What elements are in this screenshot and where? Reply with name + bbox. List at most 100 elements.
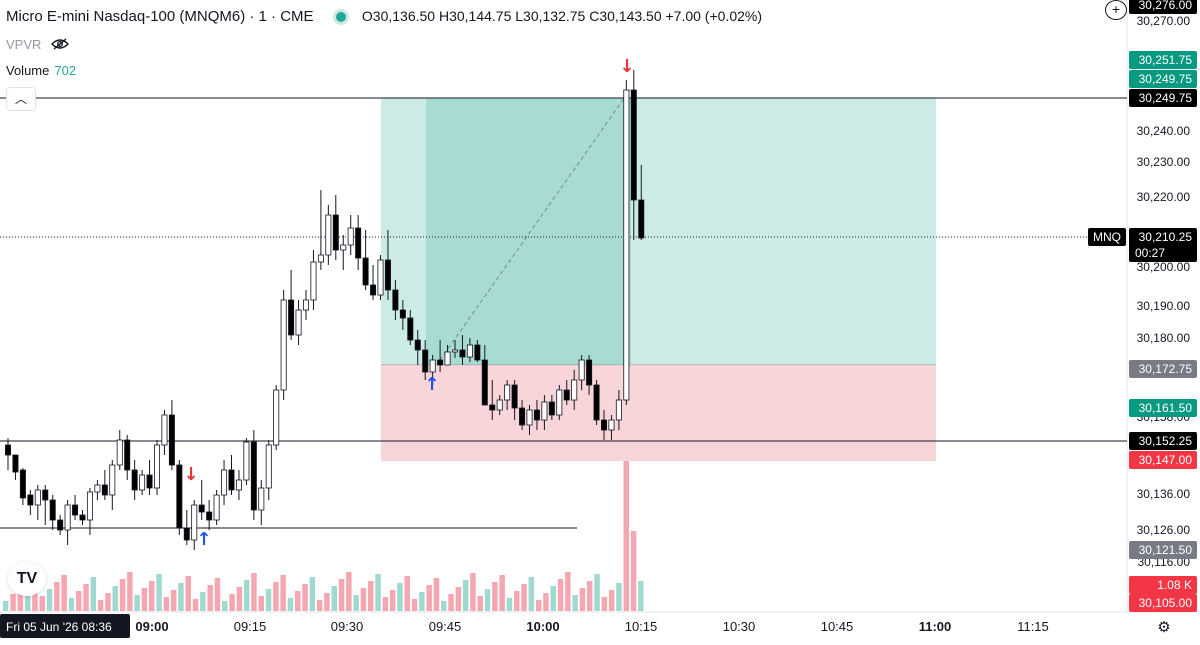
volume-bar (185, 576, 191, 611)
price-tick-label: 30,190.00 (1137, 299, 1191, 313)
profit-zone-filled (426, 98, 631, 365)
tradingview-logo[interactable]: TV (8, 562, 46, 596)
legend-title: Micro E-mini Nasdaq-100 (MNQM6) · 1 · CM… (6, 8, 762, 25)
price-tick-label: 30,240.00 (1137, 124, 1191, 138)
candle-body (578, 359, 585, 381)
price-tag (1129, 594, 1197, 612)
volume-bar (200, 592, 206, 611)
volume-bar (156, 574, 162, 611)
time-tick-label: 10:30 (723, 619, 756, 634)
volume-bar (375, 574, 381, 611)
price-tick-label: 30,230.00 (1137, 155, 1191, 169)
volume-bar (470, 573, 476, 611)
candle-body (384, 259, 391, 291)
volume-bar (521, 584, 527, 611)
vpvr-indicator[interactable]: VPVR (6, 37, 70, 53)
candle-body (347, 227, 354, 246)
symbol-badge-label: MNQ (1093, 230, 1121, 244)
volume-bar (295, 591, 301, 611)
volume-bar (163, 597, 170, 611)
price-tag (1129, 360, 1197, 378)
price-tag-label: 30,152.25 (1139, 434, 1193, 448)
volume-bar (134, 595, 140, 611)
volume-bar (207, 585, 213, 611)
volume-bar (90, 577, 97, 611)
time-tick-label: 09:00 (135, 619, 168, 634)
price-tick-label: 30,220.00 (1137, 190, 1191, 204)
eye-off-icon[interactable] (51, 38, 70, 53)
candle-body (64, 504, 71, 531)
volume-bar (17, 587, 24, 611)
volume-bar (222, 601, 228, 611)
chevron-up-icon: ︿ (14, 92, 27, 106)
volume-bar (441, 601, 447, 611)
candle-body (586, 359, 593, 386)
add-plus-icon[interactable]: + (1105, 0, 1127, 20)
candle-body (481, 359, 488, 406)
volume-bar (192, 599, 199, 611)
candle-body (429, 359, 436, 373)
candle-body (295, 309, 302, 336)
candle-body (5, 444, 11, 456)
time-tick-label: 10:15 (625, 619, 658, 634)
volume-bar (499, 575, 505, 611)
volume-bar (608, 590, 615, 611)
candle-body (496, 399, 503, 411)
candle-body (340, 244, 347, 251)
volume-bar (273, 582, 279, 611)
price-tag (1129, 51, 1197, 69)
volume-bar (97, 600, 104, 611)
market-status-dot (335, 12, 346, 23)
volume-bar (601, 597, 608, 611)
volume-bar (258, 596, 264, 611)
candle-body (608, 419, 615, 431)
candle-body (437, 359, 444, 366)
vpvr-label: VPVR (6, 37, 42, 52)
candle-body (273, 389, 280, 446)
settings-gear-icon[interactable]: ⚙ (1157, 619, 1171, 636)
candle-body (459, 349, 466, 358)
volume-bar (506, 598, 513, 611)
volume-bar (455, 587, 462, 611)
price-tag-label: 30,210.25 (1139, 230, 1193, 244)
candle-body (325, 214, 332, 256)
volume-bar (302, 584, 308, 611)
volume-bar (368, 581, 374, 611)
volume-bar (360, 588, 367, 611)
volume-bar (141, 588, 148, 611)
price-tick-label: 30,126.00 (1137, 523, 1191, 537)
candle-body (72, 504, 79, 516)
volume-bar (251, 573, 257, 611)
candle-body (302, 299, 309, 311)
candle-body (474, 344, 481, 361)
candle-body (332, 214, 339, 251)
candle-body (49, 499, 56, 521)
candle-body (392, 289, 399, 311)
candle-body (206, 511, 213, 521)
symbol-title[interactable]: Micro E-mini Nasdaq-100 (MNQM6) · 1 · CM… (6, 8, 314, 25)
volume-bar (10, 594, 16, 611)
candle-body (131, 469, 138, 491)
volume-bar (178, 583, 184, 611)
volume-bar (557, 579, 564, 611)
volume-bar (149, 581, 155, 611)
candle-body (191, 504, 198, 541)
candle-body (593, 384, 600, 421)
volume-indicator[interactable]: Volume 702 (6, 63, 76, 78)
candle-body (161, 414, 168, 446)
volume-bar (68, 598, 75, 611)
volume-bar (572, 595, 578, 611)
candle-body (511, 384, 518, 409)
candle-body (504, 384, 511, 401)
candle-body (288, 299, 295, 336)
collapse-legend-button[interactable]: ︿ (6, 87, 36, 111)
candle-body (153, 444, 160, 489)
volume-bar (543, 593, 549, 611)
volume-bar (229, 594, 235, 611)
volume-bar (61, 575, 67, 611)
candle-body (124, 439, 131, 471)
candle-body (250, 441, 257, 511)
ohlc-values: O30,136.50 H30,144.75 L30,132.75 C30,143… (361, 8, 762, 24)
volume-bar (587, 581, 593, 611)
